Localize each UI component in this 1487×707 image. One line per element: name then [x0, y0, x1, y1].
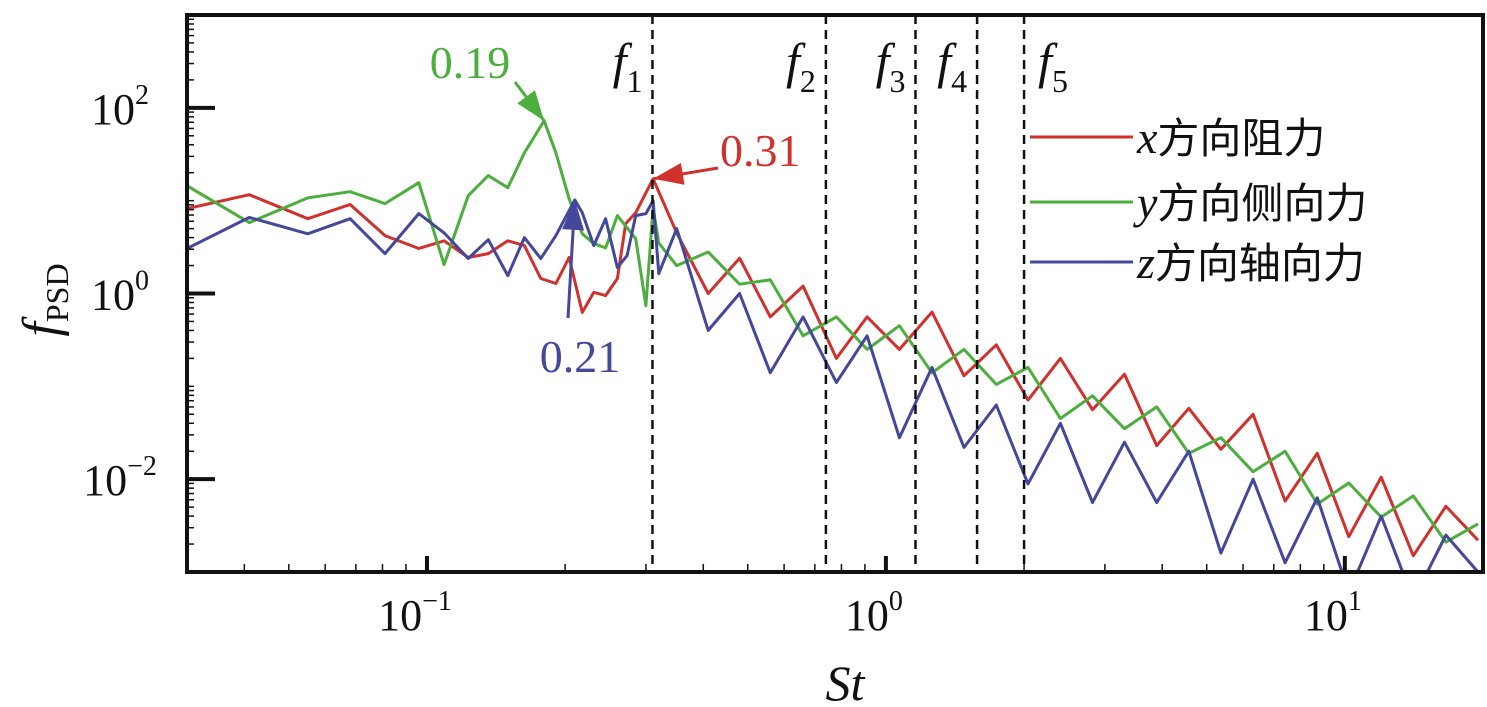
tick-base: 10 — [845, 591, 889, 640]
tick-exp: −2 — [127, 451, 157, 482]
legend-var: z — [1136, 237, 1155, 288]
vline-label-sub: 2 — [800, 63, 816, 99]
y-axis-label: fPSD — [13, 263, 75, 336]
vline-label-f2: f2 — [786, 33, 816, 99]
legend-desc: 方向侧向力 — [1157, 179, 1367, 228]
annotation-label: 0.21 — [540, 331, 621, 382]
annotation-arrowhead — [562, 199, 585, 231]
series-line-y — [187, 119, 1479, 544]
vline-label-f5: f5 — [1038, 33, 1068, 99]
annotation-arrowhead — [653, 163, 685, 185]
x-tick-label: 10−1 — [378, 586, 452, 640]
legend-var: x — [1136, 112, 1158, 163]
tick-exp: −1 — [422, 586, 452, 617]
y-tick-label: 10−2 — [83, 451, 157, 505]
legend-desc: 方向阻力 — [1157, 114, 1325, 163]
series-line-z — [187, 198, 1480, 572]
annotation-arrowhead — [517, 90, 545, 121]
y-axis-label-sub: PSD — [39, 263, 75, 322]
tick-exp: 2 — [135, 80, 149, 111]
legend-label-z: z方向轴向力 — [1136, 237, 1365, 288]
vline-label-sub: 5 — [1052, 63, 1068, 99]
legend-var: y — [1133, 177, 1158, 228]
series-layer — [187, 119, 1480, 572]
vline-label-sub: 1 — [626, 63, 642, 99]
vline-label-sub: 3 — [889, 63, 905, 99]
tick-base: 10 — [83, 456, 127, 505]
tick-base: 10 — [91, 85, 135, 134]
svg-text:fPSD: fPSD — [13, 263, 75, 336]
legend-label-y: y方向侧向力 — [1133, 177, 1367, 228]
y-tick-label: 102 — [91, 80, 149, 134]
tick-exp: 1 — [1348, 586, 1362, 617]
tick-base: 10 — [378, 591, 422, 640]
series-line-x — [187, 177, 1480, 558]
annotation-label: 0.19 — [430, 37, 511, 88]
plot-frame — [185, 13, 1485, 574]
legend-desc: 方向轴向力 — [1155, 239, 1365, 288]
x-tick-label: 101 — [1304, 586, 1362, 640]
legend-label-x: x方向阻力 — [1136, 112, 1325, 163]
annotation-layer: 0.19 0.31 0.21 — [430, 37, 801, 382]
vline-label-f4: f4 — [937, 33, 967, 99]
vline-label-sub: 4 — [951, 63, 967, 99]
tick-exp: 0 — [889, 586, 903, 617]
tick-base: 10 — [91, 271, 135, 320]
tick-exp: 0 — [135, 266, 149, 297]
vline-label-f3: f3 — [876, 33, 906, 99]
x-tick-label: 100 — [845, 586, 903, 640]
vline-label-f1: f1 — [613, 33, 643, 99]
x-axis-label: St — [826, 655, 866, 707]
tick-base: 10 — [1304, 591, 1348, 640]
y-tick-label: 100 — [91, 266, 149, 320]
vline-layer: f1 f2 f3 f4 f5 — [613, 15, 1068, 572]
annotation-label: 0.31 — [720, 125, 801, 176]
